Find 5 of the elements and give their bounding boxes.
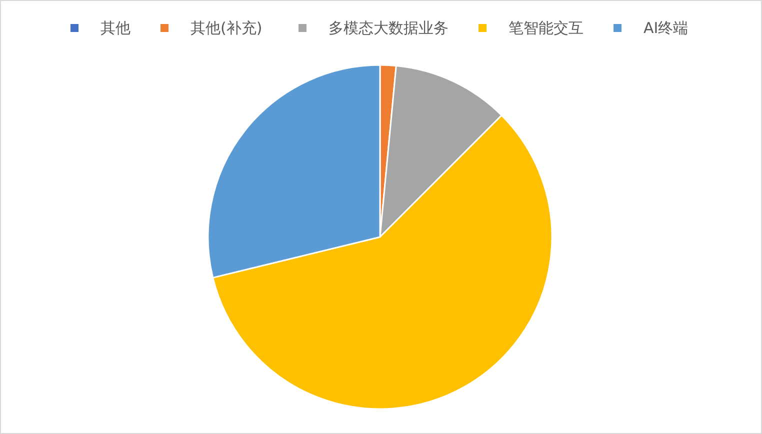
legend-label: AI终端 bbox=[644, 19, 688, 37]
legend-label: 多模态大数据业务 bbox=[328, 19, 448, 37]
legend-label: 笔智能交互 bbox=[508, 19, 584, 37]
legend-label: 其他(补充) bbox=[190, 19, 262, 37]
legend-label: 其他 bbox=[100, 19, 130, 37]
